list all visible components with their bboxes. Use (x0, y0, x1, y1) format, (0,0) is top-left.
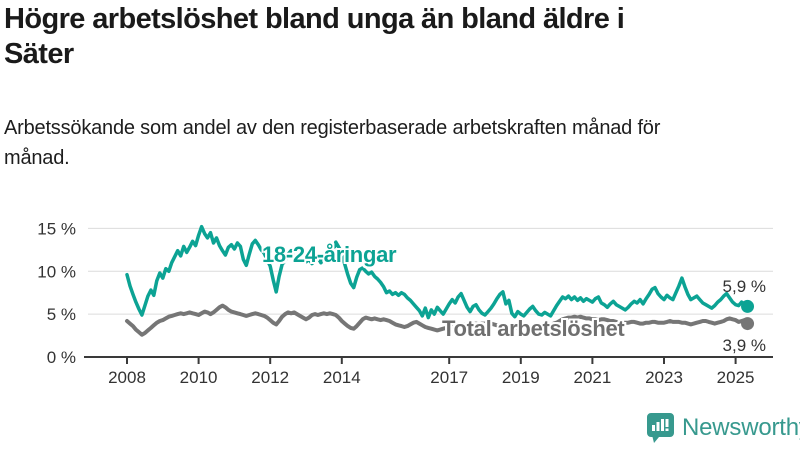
end-dot-youth (741, 299, 755, 313)
series-label-youth: 18-24-åringar (262, 242, 397, 267)
x-axis-label: 2008 (108, 368, 146, 387)
newsworthy-logo-text: Newsworthy (682, 414, 800, 441)
x-axis-label: 2010 (180, 368, 218, 387)
page-title: Högre arbetslöshet bland unga än bland ä… (4, 2, 625, 72)
chart-subtitle: Arbetssökande som andel av den registerb… (4, 117, 661, 169)
x-axis-label: 2014 (323, 368, 361, 387)
end-dot-total (741, 317, 755, 331)
x-axis-label: 2019 (502, 368, 540, 387)
title-line-1: Högre arbetslöshet bland unga än bland ä… (4, 3, 625, 35)
y-axis-label: 15 % (37, 219, 76, 238)
y-axis-label: 10 % (37, 262, 76, 281)
x-axis-label: 2021 (573, 368, 611, 387)
y-axis-label: 5 % (47, 305, 76, 324)
data-line-youth (125, 224, 750, 320)
x-axis-label: 2025 (717, 368, 755, 387)
x-axis-label: 2012 (251, 368, 289, 387)
data-line-total (125, 303, 750, 337)
end-value-youth: 5,9 % (722, 277, 766, 296)
x-axis-label: 2023 (645, 368, 683, 387)
y-axis-label: 0 % (47, 348, 76, 367)
title-line-2: Säter (4, 38, 74, 70)
end-value-total: 3,9 % (722, 336, 766, 355)
newsworthy-logo[interactable]: Newsworthy (646, 412, 800, 444)
series-label-total: Total arbetslöshet (442, 316, 625, 341)
x-axis-label: 2017 (430, 368, 468, 387)
newsworthy-bubble-icon (647, 413, 674, 443)
